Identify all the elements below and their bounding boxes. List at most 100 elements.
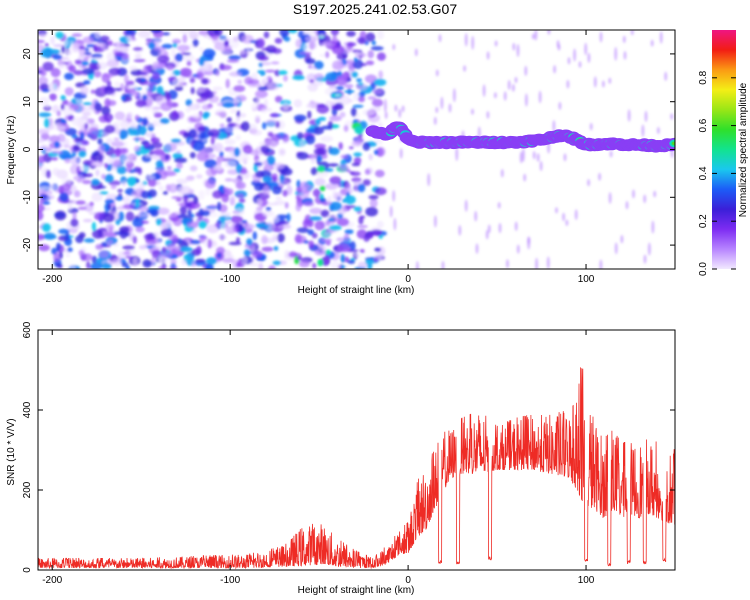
- spectrogram-noise-cell: [305, 58, 316, 65]
- spectrogram-noise-cell: [44, 118, 50, 129]
- spectrogram-noise-cell: [357, 261, 367, 269]
- y-tick-label: 20: [22, 48, 33, 60]
- spectrogram-noise-cell: [299, 51, 312, 55]
- spectrogram-noise-cell: [309, 216, 322, 221]
- spectrogram-noise-cell: [137, 167, 142, 175]
- spectrogram-noise-cell: [203, 239, 209, 247]
- spectrogram-noise-cell: [43, 232, 56, 240]
- spectrogram-noise-cell: [67, 201, 73, 212]
- spectrogram-noise-cell: [148, 84, 154, 90]
- spectrogram-noise-cell: [198, 56, 205, 67]
- spectrogram-noise-cell: [598, 172, 602, 181]
- spectrogram-noise-cell: [511, 83, 515, 92]
- spectrogram-noise-cell: [320, 238, 332, 243]
- spectrogram-noise-cell: [261, 160, 268, 165]
- spectrogram-noise-cell: [307, 110, 312, 119]
- spectrogram-noise-cell: [69, 199, 78, 204]
- spectrogram-noise-cell: [471, 35, 475, 50]
- spectrogram-noise-cell: [325, 219, 330, 226]
- spectrogram-noise-cell: [159, 118, 170, 124]
- spectrogram-noise-cell: [301, 186, 307, 192]
- spectrogram-noise-cell: [118, 211, 125, 222]
- spectrogram-noise-cell: [53, 252, 60, 262]
- spectrogram-noise-cell: [324, 255, 330, 265]
- spectrogram-noise-cell: [219, 64, 232, 71]
- spectrogram-noise-cell: [78, 150, 87, 158]
- spectrogram-noise-cell: [351, 140, 363, 147]
- spectrogram-noise-cell: [140, 190, 150, 199]
- spectrogram-noise-cell: [305, 35, 318, 43]
- y-tick-label: -10: [22, 190, 33, 205]
- spectrogram-noise-cell: [92, 229, 104, 239]
- spectrogram-noise-cell: [373, 78, 387, 86]
- spectrogram-noise-cell: [185, 175, 195, 182]
- spectrogram-noise-cell: [41, 223, 51, 232]
- spectrogram-noise-cell: [274, 37, 283, 44]
- spectrogram-noise-cell: [350, 107, 357, 117]
- spectrogram-noise-cell: [152, 245, 162, 250]
- spectrogram-noise-cell: [335, 93, 340, 97]
- spectrogram-noise-cell: [179, 30, 192, 35]
- spectrogram-noise-cell: [128, 170, 136, 173]
- spectrogram-noise-cell: [356, 83, 368, 91]
- spectrogram-noise-cell: [125, 211, 135, 222]
- spectrogram-noise-cell: [128, 88, 137, 95]
- spectrogram-noise-cell: [113, 121, 126, 127]
- spectrogram-noise-cell: [261, 61, 272, 66]
- spectrogram-noise-cell: [142, 94, 148, 101]
- spectrogram-noise-cell: [145, 132, 156, 138]
- spectrogram-noise-cell: [83, 80, 91, 85]
- spectrogram-noise-cell: [268, 265, 276, 269]
- spectrogram-noise-cell: [134, 53, 142, 59]
- y-tick-label: 200: [22, 481, 33, 498]
- spectrogram-noise-cell: [265, 69, 276, 73]
- spectrogram-noise-cell: [474, 210, 478, 222]
- spectrogram-noise-cell: [45, 104, 50, 108]
- spectrogram-noise-cell: [113, 51, 124, 57]
- spectrogram-noise-cell: [334, 192, 343, 201]
- spectrogram-noise-cell: [226, 59, 240, 63]
- spectrogram-noise-cell: [620, 235, 624, 244]
- spectrogram-noise-cell: [117, 189, 123, 193]
- spectrogram-noise-cell: [38, 210, 44, 221]
- spectrogram-noise-cell: [132, 158, 137, 163]
- spectrogram-noise-cell: [274, 69, 281, 77]
- x-tick-label: 0: [405, 575, 411, 586]
- spectrogram-noise-cell: [307, 229, 315, 236]
- spectrogram-noise-cell: [272, 185, 282, 195]
- spectrogram-noise-cell: [238, 224, 244, 233]
- spectrogram-noise-cell: [233, 85, 246, 92]
- spectrogram-noise-cell: [337, 243, 350, 253]
- spectrogram-noise-cell: [486, 110, 490, 119]
- spectrogram-noise-cell: [253, 164, 258, 172]
- spectrogram-noise-cell: [354, 126, 364, 135]
- spectrogram-noise-cell: [91, 255, 97, 265]
- spectrogram-noise-cell: [104, 162, 109, 169]
- spectrogram-noise-cell: [524, 65, 528, 77]
- spectrogram-noise-cell: [567, 57, 571, 65]
- spectrogram-noise-cell: [162, 32, 170, 36]
- spectrogram-noise-cell: [392, 44, 396, 51]
- colorbar-label: Normalized spectral amplitude: [738, 82, 749, 217]
- spectrogram-noise-cell: [82, 173, 93, 178]
- spectrogram-noise-cell: [224, 45, 232, 52]
- spectrogram-noise-cell: [644, 110, 648, 123]
- spectrogram-noise-cell: [60, 119, 66, 124]
- y-tick-label: 0: [22, 567, 33, 573]
- spectrogram-noise-cell: [458, 225, 462, 236]
- spectrogram-noise-cell: [179, 206, 187, 215]
- spectrogram-noise-cell: [546, 256, 550, 269]
- spectrogram-noise-cell: [552, 120, 556, 132]
- spectrogram-noise-cell: [348, 146, 354, 150]
- spectrogram-noise-cell: [248, 83, 256, 88]
- spectrogram-noise-cell: [274, 95, 283, 103]
- spectrogram-noise-cell: [346, 249, 359, 253]
- spectrogram-noise-cell: [129, 65, 138, 71]
- spectrogram-noise-cell: [471, 108, 474, 115]
- spectrogram-noise-cell: [351, 71, 359, 78]
- spectrogram-noise-cell: [369, 198, 378, 209]
- spectrogram-noise-cell: [112, 160, 123, 168]
- spectrogram-noise-cell: [95, 244, 104, 250]
- spectrogram-noise-cell: [255, 222, 266, 228]
- spectrogram-noise-cell: [438, 34, 442, 43]
